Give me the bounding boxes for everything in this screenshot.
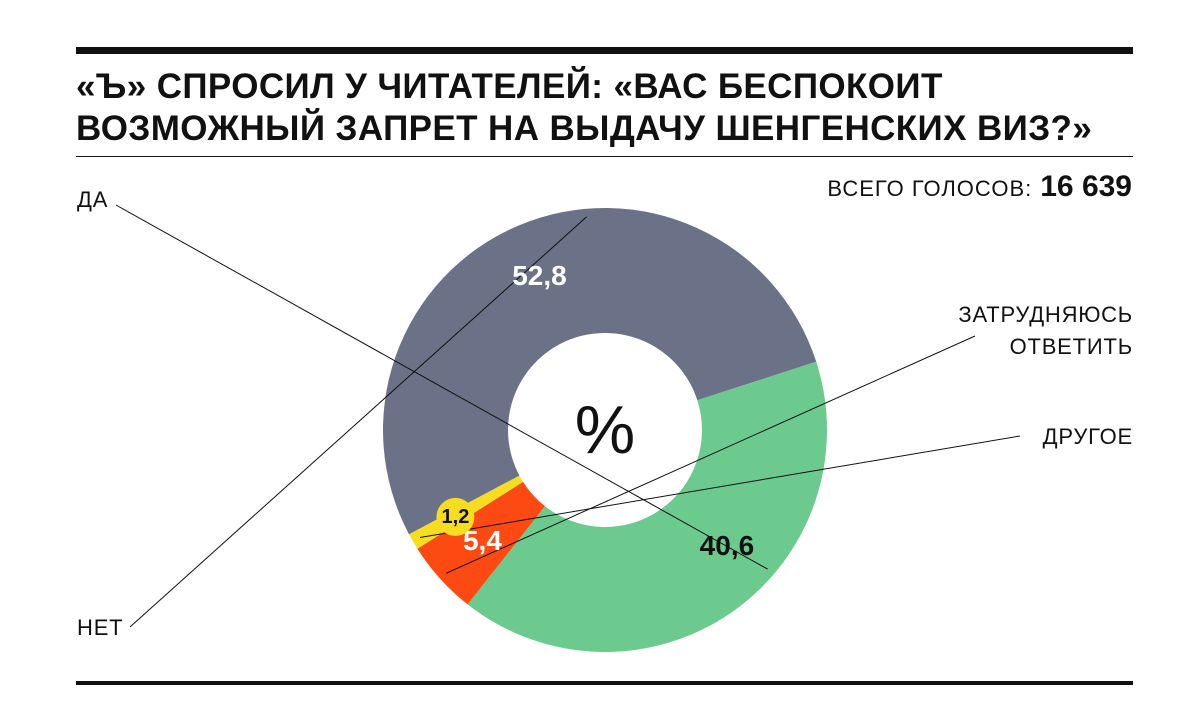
category-label-drugoe: ДРУГОЕ	[1043, 424, 1133, 449]
category-label-net: НЕТ	[77, 615, 123, 640]
slice-net	[383, 208, 817, 535]
total-votes-value: 16 639	[1040, 170, 1132, 203]
bottom-rule	[76, 681, 1133, 685]
leader-line-zatrudnyayus	[445, 335, 976, 574]
total-votes: ВСЕГО ГОЛОСОВ: 16 639	[827, 170, 1132, 204]
top-rule	[76, 47, 1133, 54]
chart-title: «Ъ» СПРОСИЛ У ЧИТАТЕЛЕЙ: «ВАС БЕСПОКОИТ …	[76, 66, 1133, 150]
chart-title-line-2: ВОЗМОЖНЫЙ ЗАПРЕТ НА ВЫДАЧУ ШЕНГЕНСКИХ ВИ…	[76, 109, 1093, 148]
value-label-zatrudnyayus: 5,4	[463, 525, 502, 556]
category-label-da: ДА	[77, 187, 108, 212]
total-votes-label: ВСЕГО ГОЛОСОВ:	[827, 176, 1033, 201]
chart-title-line-1: «Ъ» СПРОСИЛ У ЧИТАТЕЛЕЙ: «ВАС БЕСПОКОИТ	[76, 67, 943, 106]
center-percent-label: %	[575, 392, 635, 468]
slice-zatrudnyayus	[417, 481, 545, 605]
leader-line-drugoe	[419, 435, 1021, 539]
category-label-zatrudnyayus-1: ЗАТРУДНЯЮСЬ	[958, 302, 1133, 327]
value-label-net: 52,8	[512, 260, 567, 291]
leader-line-da	[115, 204, 768, 570]
value-label-da: 40,6	[700, 530, 755, 561]
leader-line-net	[129, 216, 588, 628]
value-label-drugoe: 1,2	[442, 506, 470, 528]
category-label-zatrudnyayus-2: ОТВЕТИТЬ	[1010, 334, 1133, 359]
value-badge-drugoe	[436, 497, 475, 536]
slice-da	[467, 361, 827, 652]
title-divider	[76, 156, 1133, 157]
